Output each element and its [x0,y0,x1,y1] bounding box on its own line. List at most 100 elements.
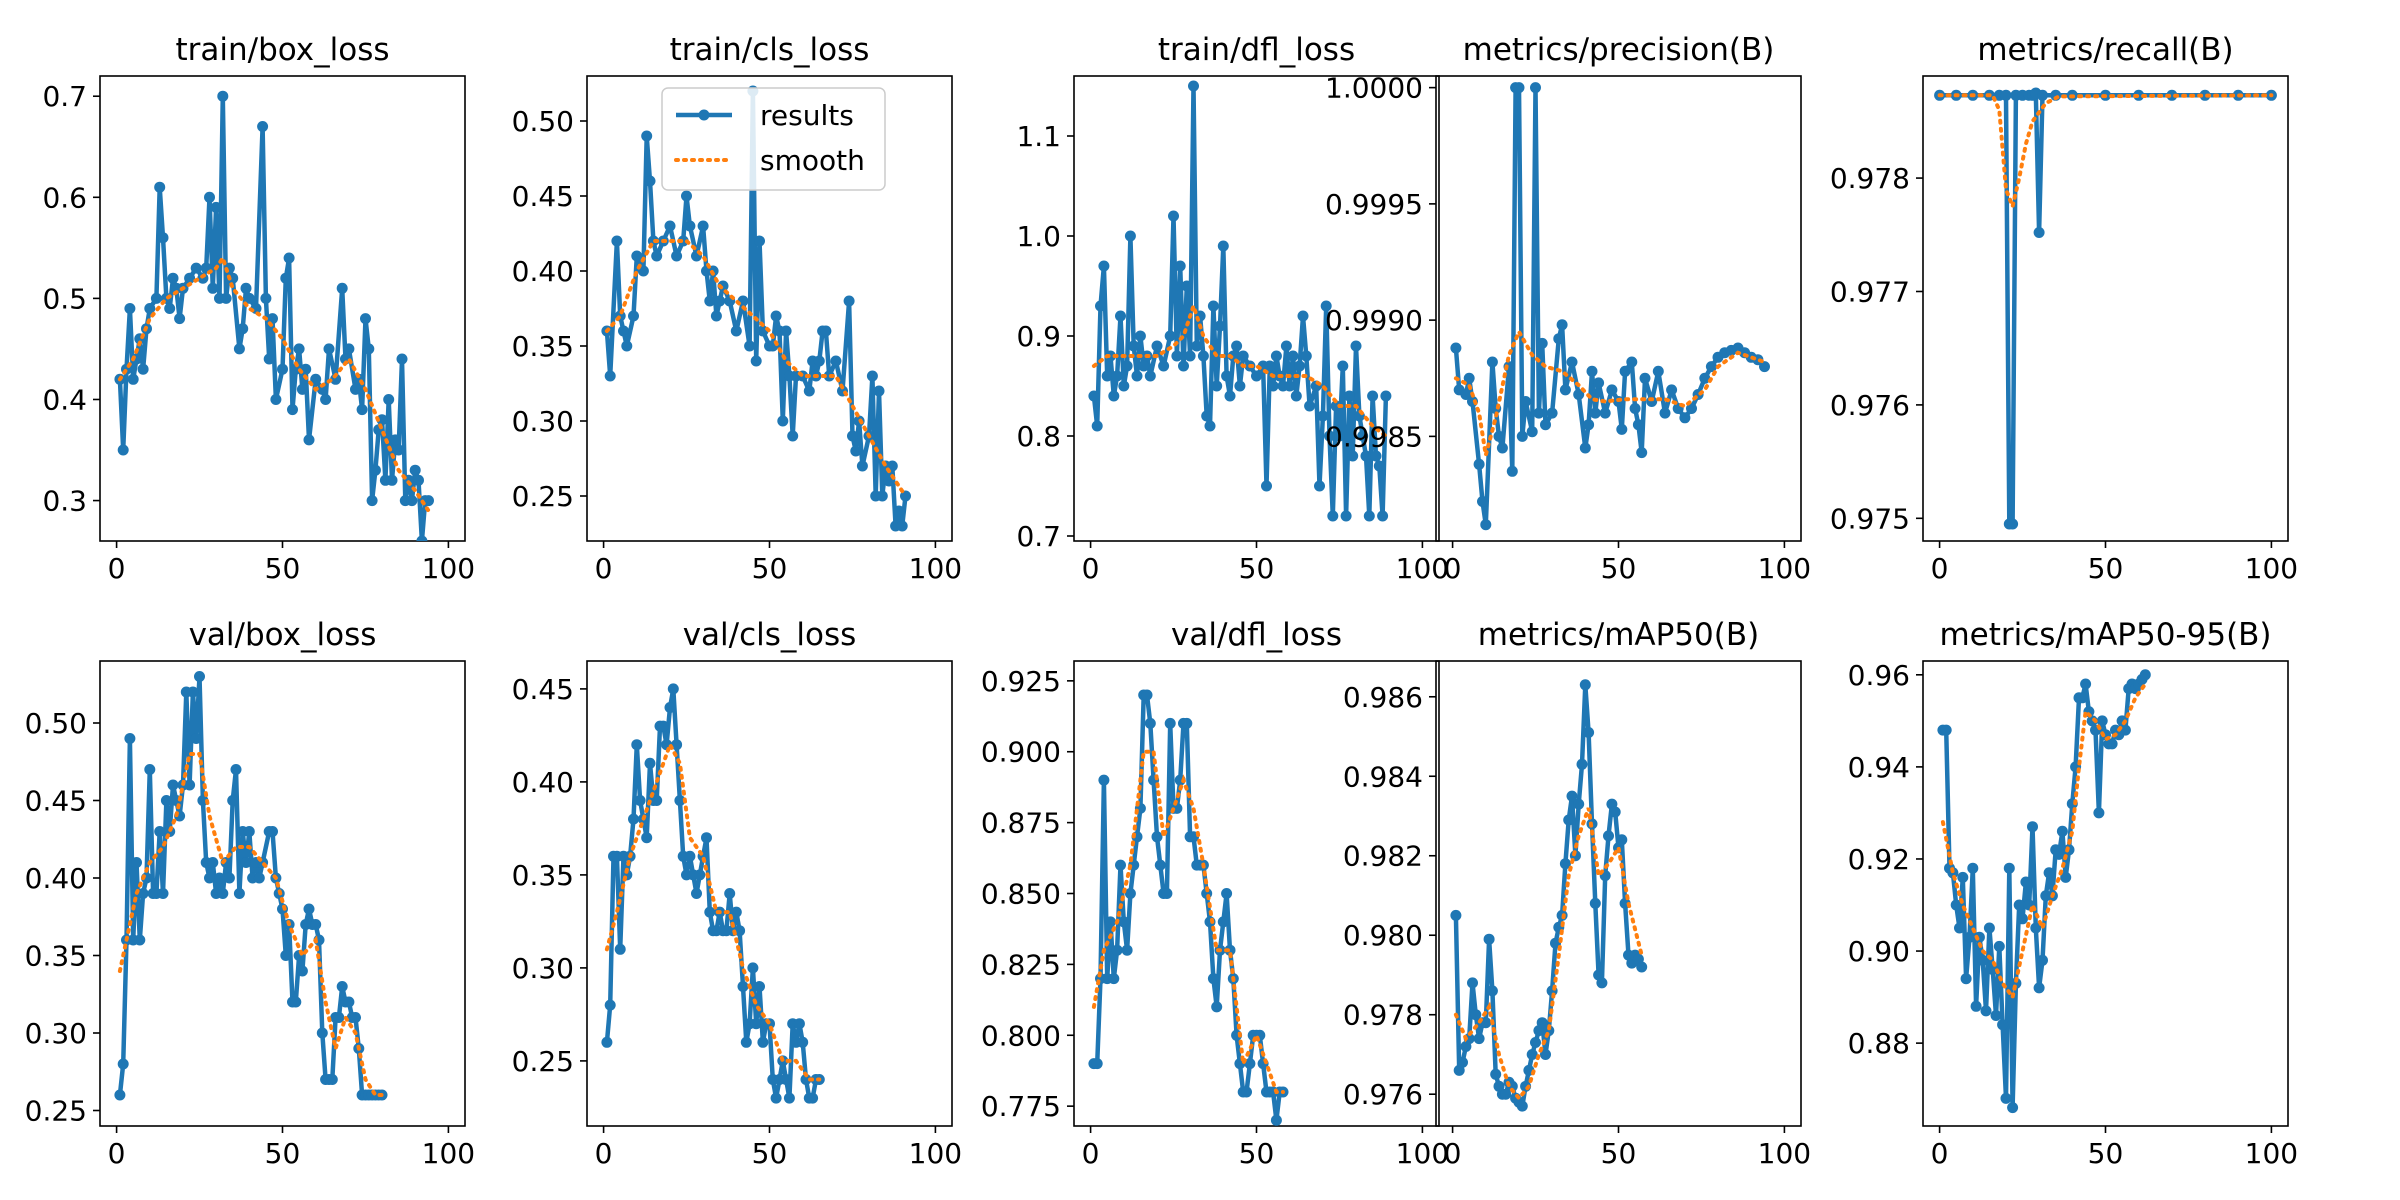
results-point [243,826,255,837]
results-point [257,121,269,132]
y-tick-label: 0.4 [42,383,87,416]
results-point [160,795,172,806]
x-tick-label: 0 [1444,1137,1462,1170]
results-point [1124,888,1136,899]
results-point [787,430,799,442]
results-point [757,1036,769,1048]
smooth-series-line [1091,299,1388,438]
results-point [1450,342,1462,354]
x-tick-label: 100 [422,1137,475,1170]
results-point [710,310,722,322]
results-point [1536,337,1548,349]
results-point [780,325,792,337]
y-tick-label: 0.980 [1343,919,1423,952]
results-point [217,888,229,899]
results-point [1297,310,1309,322]
results-point [1473,458,1485,470]
results-point [850,445,862,457]
results-point [1705,361,1717,373]
results-point [1563,814,1575,826]
results-point [737,981,749,992]
results-point [1699,372,1711,384]
results-point [1576,758,1588,770]
results-point [1530,1037,1541,1048]
results-point [2000,1092,2012,1104]
results-point [1486,356,1498,368]
subplot-title: metrics/mAP50(B) [1478,617,1759,653]
results-point [1589,897,1601,909]
results-point [1144,370,1156,382]
results-point [134,934,146,946]
results-point [1370,450,1382,462]
results-point [290,363,302,375]
y-tick-label: 0.982 [1343,840,1423,873]
results-point [1347,450,1359,462]
results-point [1599,407,1611,419]
results-point [1207,973,1219,985]
results-point [724,888,736,899]
y-tick-label: 0.978 [1343,999,1423,1032]
y-tick-label: 0.976 [1830,389,1910,422]
subplot-1: train/box_loss 0 50 100 0.3 0.4 0.5 0.6 0.7 [42,32,475,585]
results-point [1367,390,1379,402]
results-point [704,295,716,307]
y-tick-label: 0.3 [42,485,87,518]
results-point [1486,985,1498,997]
results-point [1211,1001,1223,1013]
results-point [124,303,136,314]
y-tick-label: 0.40 [512,766,574,799]
results-point [1586,365,1598,377]
results-point [1340,510,1352,522]
results-point [144,303,156,314]
y-tick-label: 0.984 [1343,760,1423,793]
results-point [283,252,295,264]
results-point [797,1036,809,1048]
y-tick-label: 0.9990 [1325,304,1423,337]
smooth-series-line [117,253,431,513]
results-point [316,383,328,395]
results-point [223,872,235,884]
results-point [1589,407,1601,419]
results-point [1480,1017,1492,1029]
results-point [1450,909,1462,921]
results-point [144,764,156,775]
results-point [376,414,388,426]
results-point [651,795,663,806]
y-tick-label: 0.7 [42,80,87,113]
results-point [664,702,676,713]
results-point [631,739,643,751]
y-tick-label: 0.40 [512,255,574,288]
results-point [1473,1033,1485,1045]
results-point [674,795,686,806]
x-tick-label: 50 [752,1137,788,1170]
x-tick-label: 50 [265,1137,301,1170]
subplot-title: metrics/recall(B) [1977,32,2233,68]
results-point [383,394,395,405]
results-point [1317,410,1329,422]
results-point [628,813,639,825]
results-point [114,1089,126,1101]
results-point [896,520,908,532]
x-tick-label: 100 [422,552,475,585]
results-point [2017,913,2028,925]
x-tick-label: 50 [2088,552,2124,585]
results-point [2007,1102,2019,1114]
x-tick-label: 50 [1601,1137,1637,1170]
results-point [1596,977,1608,989]
results-point [701,832,712,844]
results-point [691,888,702,899]
y-tick-label: 0.900 [981,736,1061,769]
results-point [1211,380,1223,392]
results-point [1490,1068,1502,1080]
results-point [1095,300,1106,312]
results-point [1467,977,1478,989]
subplot-7: val/cls_loss 0 50 100 0.25 0.30 0.35 0.40 0.45 [512,617,962,1170]
results-point [1184,350,1196,362]
results-point [131,857,142,868]
results-point [1270,350,1282,362]
y-tick-label: 1.0000 [1325,72,1423,105]
results-point [1377,510,1389,522]
results-point [1500,1088,1512,1100]
results-point [1300,350,1312,362]
y-tick-label: 0.90 [1848,935,1910,968]
